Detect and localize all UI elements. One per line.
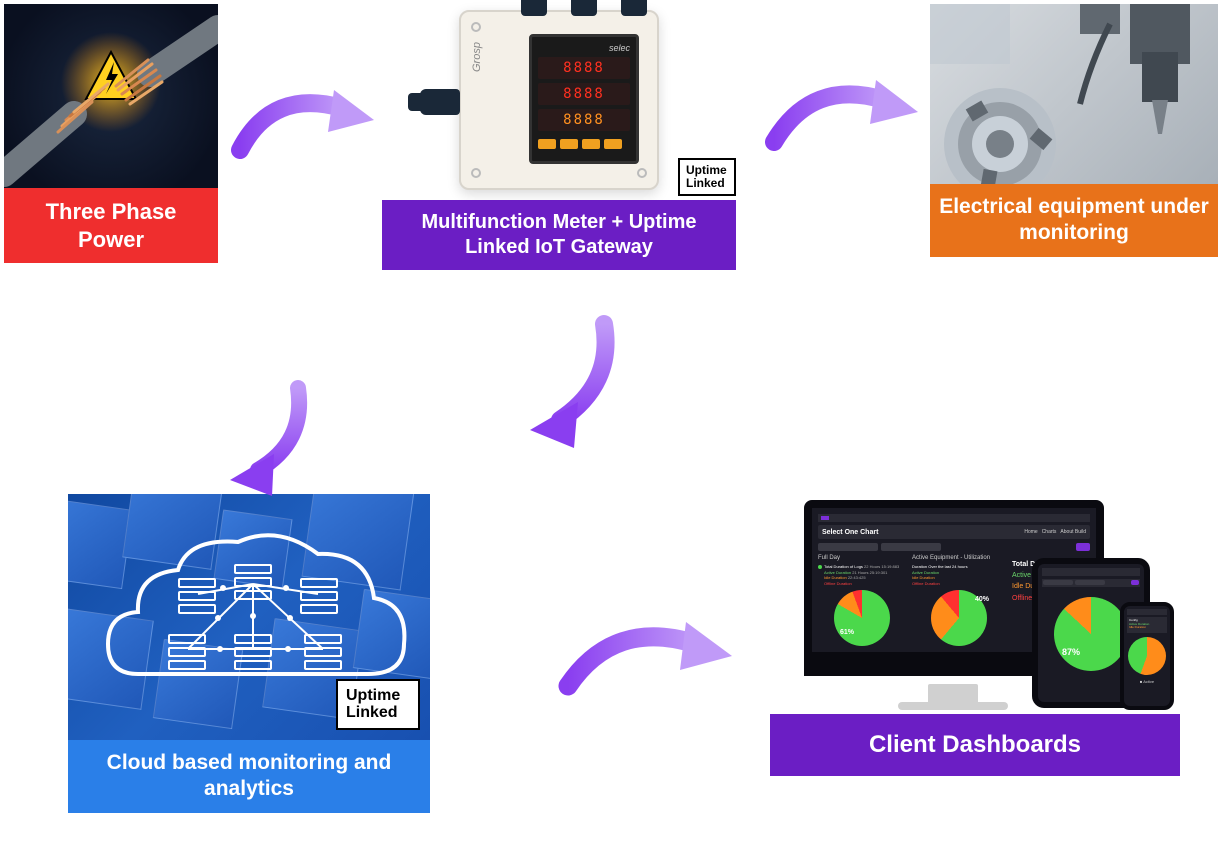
dash-tab: Home [1024, 529, 1037, 535]
power-image [4, 4, 218, 188]
server-icon [234, 562, 272, 602]
dashboards-label: Client Dashboards [770, 714, 1180, 776]
node-electrical-equipment: Electrical equipment under monitoring [930, 4, 1218, 257]
arrow-cloud-to-dashboards [550, 604, 740, 714]
equipment-label: Electrical equipment under monitoring [930, 184, 1218, 257]
pie-chart-1: 61% [834, 590, 890, 646]
cloud-label: Cloud based monitoring and analytics [68, 740, 430, 813]
arrow-down-to-cloud [202, 370, 322, 510]
arrow-power-to-meter [222, 72, 382, 182]
server-icon [178, 576, 216, 616]
node-three-phase-power: Three Phase Power [4, 4, 218, 263]
server-icon [304, 632, 342, 672]
equipment-image [930, 4, 1218, 184]
node-meter-gateway: Grosp selec 8888 8888 8888 Uptime Linked… [382, 0, 736, 270]
full-day-label: Full Day [818, 555, 906, 561]
node-cloud-monitoring: Uptime Linked Cloud based monitoring and… [68, 494, 430, 813]
meter-image: Grosp selec 8888 8888 8888 Uptime Linked [382, 0, 736, 200]
dashboards-image: Select One Chart Home Charts About Build… [770, 494, 1180, 714]
dash-tab: Charts [1042, 529, 1057, 535]
meter-readout-1: 8888 [563, 60, 605, 76]
server-icon [168, 632, 206, 672]
meter-side-brand: Grosp [471, 42, 483, 72]
meter-label: Multifunction Meter + Uptime Linked IoT … [382, 200, 736, 270]
meter-device: Grosp selec 8888 8888 8888 [459, 10, 659, 190]
pie-chart-2: 40% [931, 590, 987, 646]
panel2-label: Active Equipment - Utilization [912, 555, 1006, 561]
cloud-uptime-badge: Uptime Linked [336, 679, 420, 730]
pie-chart-tablet: 87% [1054, 597, 1128, 671]
dash-title: Select One Chart [822, 529, 878, 536]
dash-tab: About Build [1060, 529, 1086, 535]
power-label: Three Phase Power [4, 188, 218, 263]
meter-screen: selec 8888 8888 8888 [529, 34, 639, 164]
server-icon [234, 632, 272, 672]
arrow-meter-to-down [496, 304, 626, 454]
arrow-meter-to-equipment [756, 62, 926, 172]
pie-chart-phone [1128, 637, 1166, 675]
node-client-dashboards: Select One Chart Home Charts About Build… [770, 494, 1180, 776]
meter-uptime-badge: Uptime Linked [678, 158, 736, 196]
cloud-image: Uptime Linked [68, 494, 430, 740]
meter-readout-3: 8888 [563, 112, 605, 128]
meter-brand: selec [538, 43, 630, 53]
server-icon [300, 576, 338, 616]
meter-readout-2: 8888 [563, 86, 605, 102]
dashboard-phone: Config Active Duration Idle Duration ■ A… [1120, 602, 1174, 710]
